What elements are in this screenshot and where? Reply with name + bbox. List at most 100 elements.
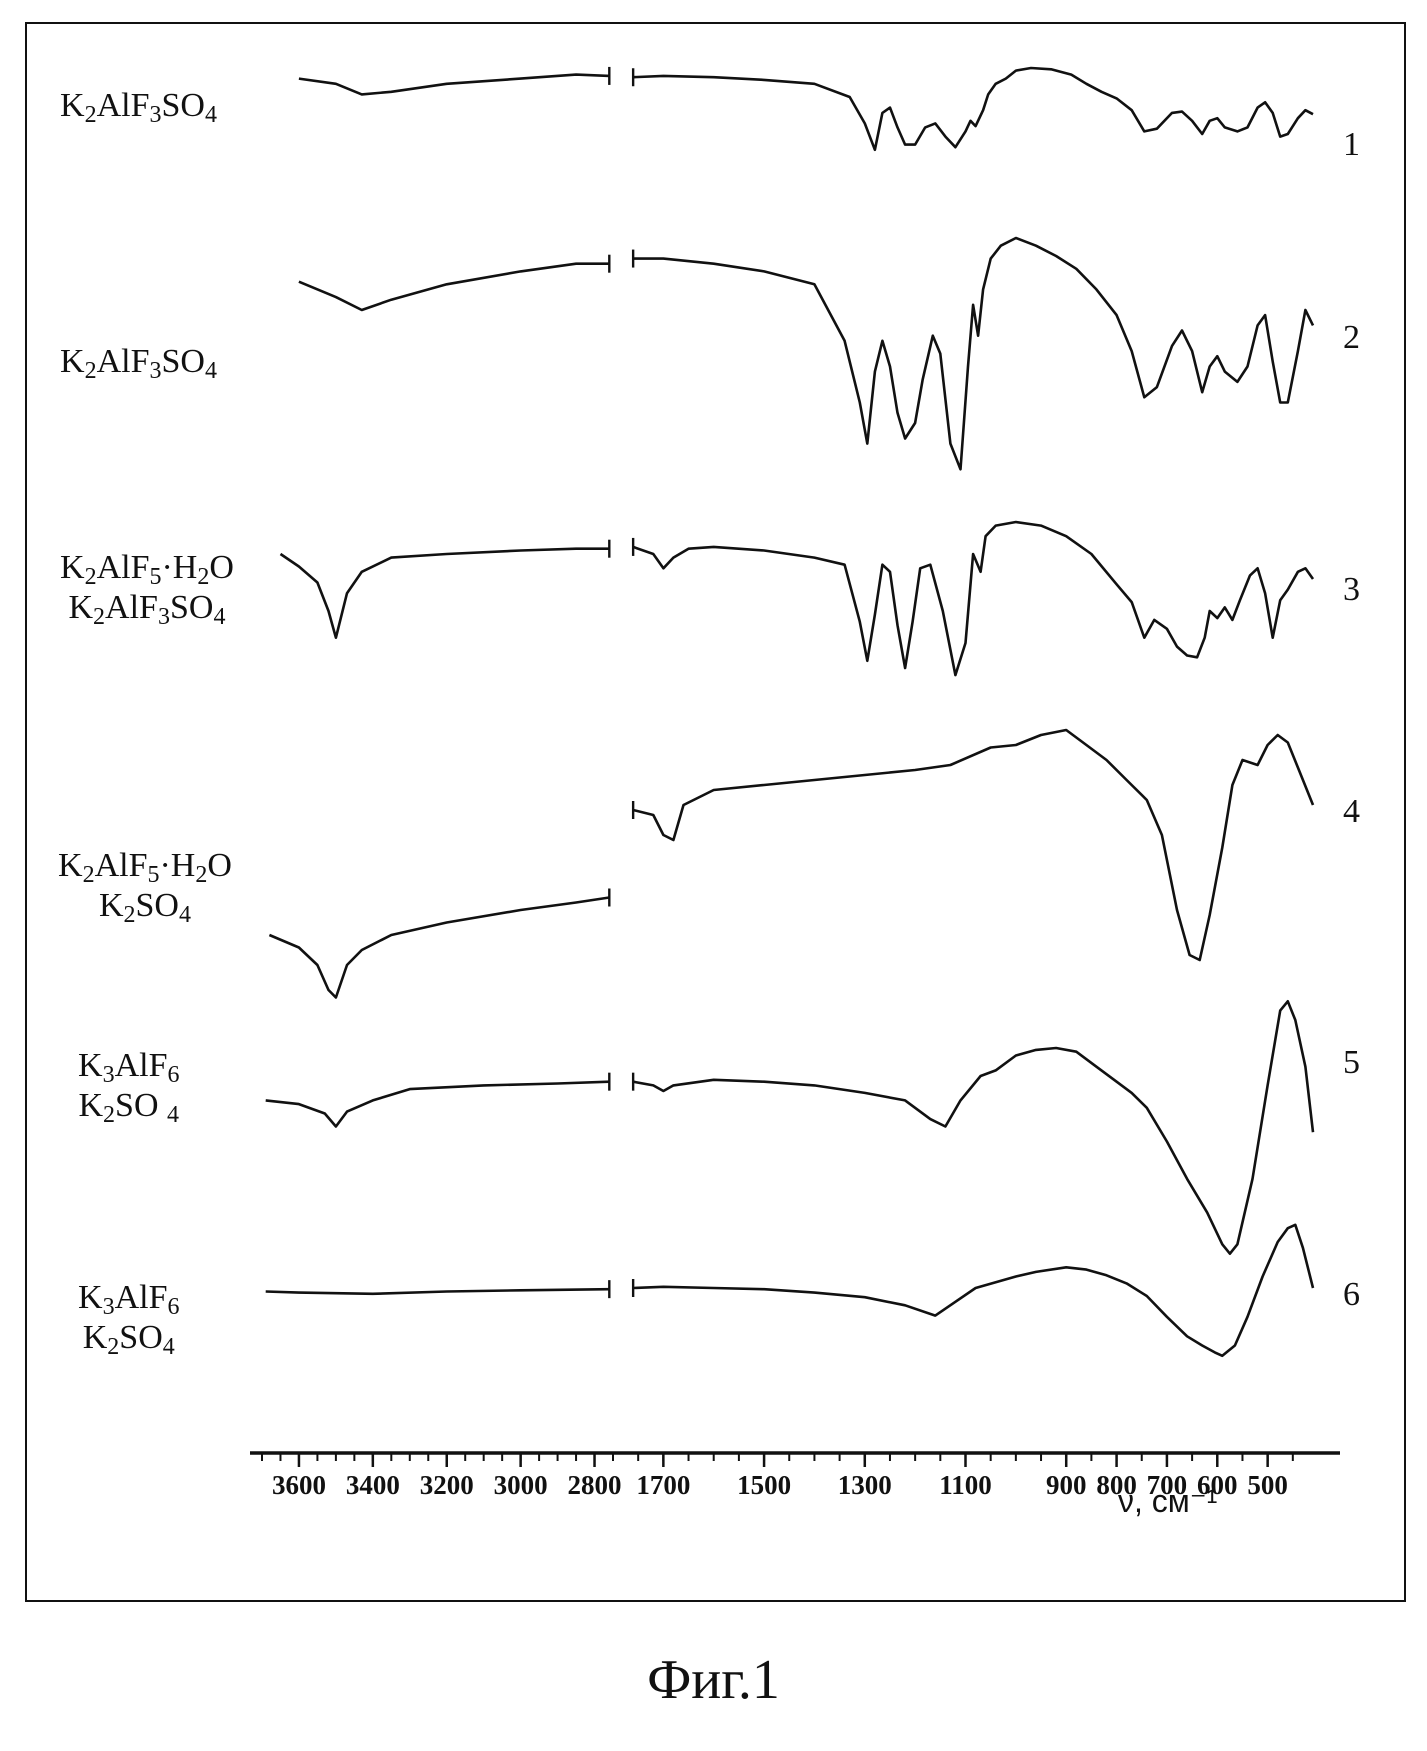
sample-label-1: K2AlF3SO4 [60, 86, 217, 126]
formula-subscript: 5 [149, 564, 161, 590]
formula-line: K2AlF5·H2O [58, 846, 232, 886]
formula-subscript: 2 [85, 564, 97, 590]
formula-part: AlF [105, 589, 158, 626]
formula-subscript: 3 [158, 604, 170, 630]
x-tick-label: 3000 [494, 1470, 548, 1500]
formula-subscript: 4 [179, 902, 191, 928]
formula-subscript: 4 [167, 1102, 179, 1128]
formula-part: K [60, 343, 85, 380]
formula-subscript: 2 [85, 358, 97, 384]
formula-line: K3AlF6 [78, 1046, 179, 1086]
spectrum-curves [266, 67, 1313, 1356]
formula-subscript: 3 [149, 358, 161, 384]
formula-part: K [60, 549, 85, 586]
curve-number-6: 6 [1343, 1278, 1360, 1312]
sample-label-3: K2AlF5·H2OK2AlF3SO4 [60, 548, 234, 628]
formula-subscript: 2 [195, 862, 207, 888]
formula-part: K [78, 1087, 103, 1124]
formula-part: K [58, 847, 83, 884]
formula-subscript: 2 [93, 604, 105, 630]
formula-part: K [78, 1279, 103, 1316]
formula-part: K [99, 887, 124, 924]
x-tick-label: 3600 [272, 1470, 326, 1500]
formula-part: SO [119, 1319, 162, 1356]
formula-subscript: 4 [163, 1334, 175, 1360]
spectrum-4-low-range [633, 730, 1313, 960]
formula-part: O [207, 847, 232, 884]
formula-line: K2SO 4 [78, 1086, 179, 1126]
formula-subscript: 3 [103, 1294, 115, 1320]
formula-part: K [83, 1319, 108, 1356]
curve-number-5: 5 [1343, 1046, 1360, 1080]
formula-subscript: 3 [149, 102, 161, 128]
spectrum-4-high-range [269, 898, 609, 998]
spectrum-5-low-range [633, 1001, 1313, 1253]
formula-subscript: 6 [167, 1294, 179, 1320]
formula-part: SO [161, 343, 204, 380]
spectrum-1-high-range [299, 75, 609, 95]
curve-number-3: 3 [1343, 573, 1360, 607]
sample-label-6: K3AlF6K2SO4 [78, 1278, 179, 1358]
spectrum-3-low-range [633, 522, 1313, 675]
curve-number-1: 1 [1343, 128, 1360, 162]
sample-label-4: K2AlF5·H2OK2SO4 [58, 846, 232, 926]
formula-subscript: 2 [124, 902, 136, 928]
x-tick-label: 2800 [568, 1470, 622, 1500]
formula-line: K2AlF3SO4 [60, 86, 217, 126]
formula-subscript: 2 [103, 1102, 115, 1128]
formula-subscript: 6 [167, 1062, 179, 1088]
formula-part: AlF [95, 847, 148, 884]
x-tick-label: 500 [1247, 1470, 1288, 1500]
formula-part: ·H [161, 549, 197, 586]
formula-part: K [78, 1047, 103, 1084]
formula-part: AlF [97, 87, 150, 124]
formula-line: K2SO4 [78, 1318, 179, 1358]
formula-line: K3AlF6 [78, 1278, 179, 1318]
formula-line: K2AlF3SO4 [60, 342, 217, 382]
formula-part: SO [136, 887, 179, 924]
formula-line: K2AlF3SO4 [60, 588, 234, 628]
formula-subscript: 4 [205, 102, 217, 128]
formula-line: K2AlF5·H2O [60, 548, 234, 588]
x-tick-label: 900 [1046, 1470, 1087, 1500]
formula-subscript: 2 [107, 1334, 119, 1360]
spectrum-3-high-range [281, 549, 610, 638]
formula-part: AlF [97, 343, 150, 380]
x-tick-label: 3200 [420, 1470, 474, 1500]
figure-caption: Фиг.1 [0, 1648, 1427, 1712]
spectrum-6-high-range [266, 1289, 610, 1294]
x-tick-label: 3400 [346, 1470, 400, 1500]
spectrum-5-high-range [266, 1082, 610, 1127]
formula-part: SO [115, 1087, 158, 1124]
formula-part: ·H [159, 847, 195, 884]
formula-part: K [60, 87, 85, 124]
spectrum-2-high-range [299, 264, 609, 310]
formula-part: K [68, 589, 93, 626]
formula-part: AlF [115, 1279, 168, 1316]
sample-label-2: K2AlF3SO4 [60, 342, 217, 382]
x-tick-label: 1500 [737, 1470, 791, 1500]
formula-part: AlF [97, 549, 150, 586]
x-axis-title: ν, см⁻¹ [1118, 1483, 1217, 1519]
formula-line: K2SO4 [58, 886, 232, 926]
formula-subscript: 3 [103, 1062, 115, 1088]
formula-part: SO [161, 87, 204, 124]
spectrum-6-low-range [633, 1225, 1313, 1356]
x-tick-label: 1100 [939, 1470, 992, 1500]
formula-part: O [209, 549, 234, 586]
formula-part: AlF [115, 1047, 168, 1084]
formula-part [159, 1087, 168, 1124]
curve-number-4: 4 [1343, 795, 1360, 829]
formula-subscript: 2 [85, 102, 97, 128]
formula-subscript: 5 [147, 862, 159, 888]
formula-subscript: 2 [83, 862, 95, 888]
formula-subscript: 4 [205, 358, 217, 384]
sample-label-5: K3AlF6K2SO 4 [78, 1046, 179, 1126]
formula-subscript: 4 [213, 604, 225, 630]
x-tick-label: 1700 [636, 1470, 690, 1500]
spectrum-1-low-range [633, 68, 1313, 150]
spectrum-2-low-range [633, 238, 1313, 469]
formula-subscript: 2 [197, 564, 209, 590]
x-tick-label: 1300 [838, 1470, 892, 1500]
formula-part: SO [170, 589, 213, 626]
